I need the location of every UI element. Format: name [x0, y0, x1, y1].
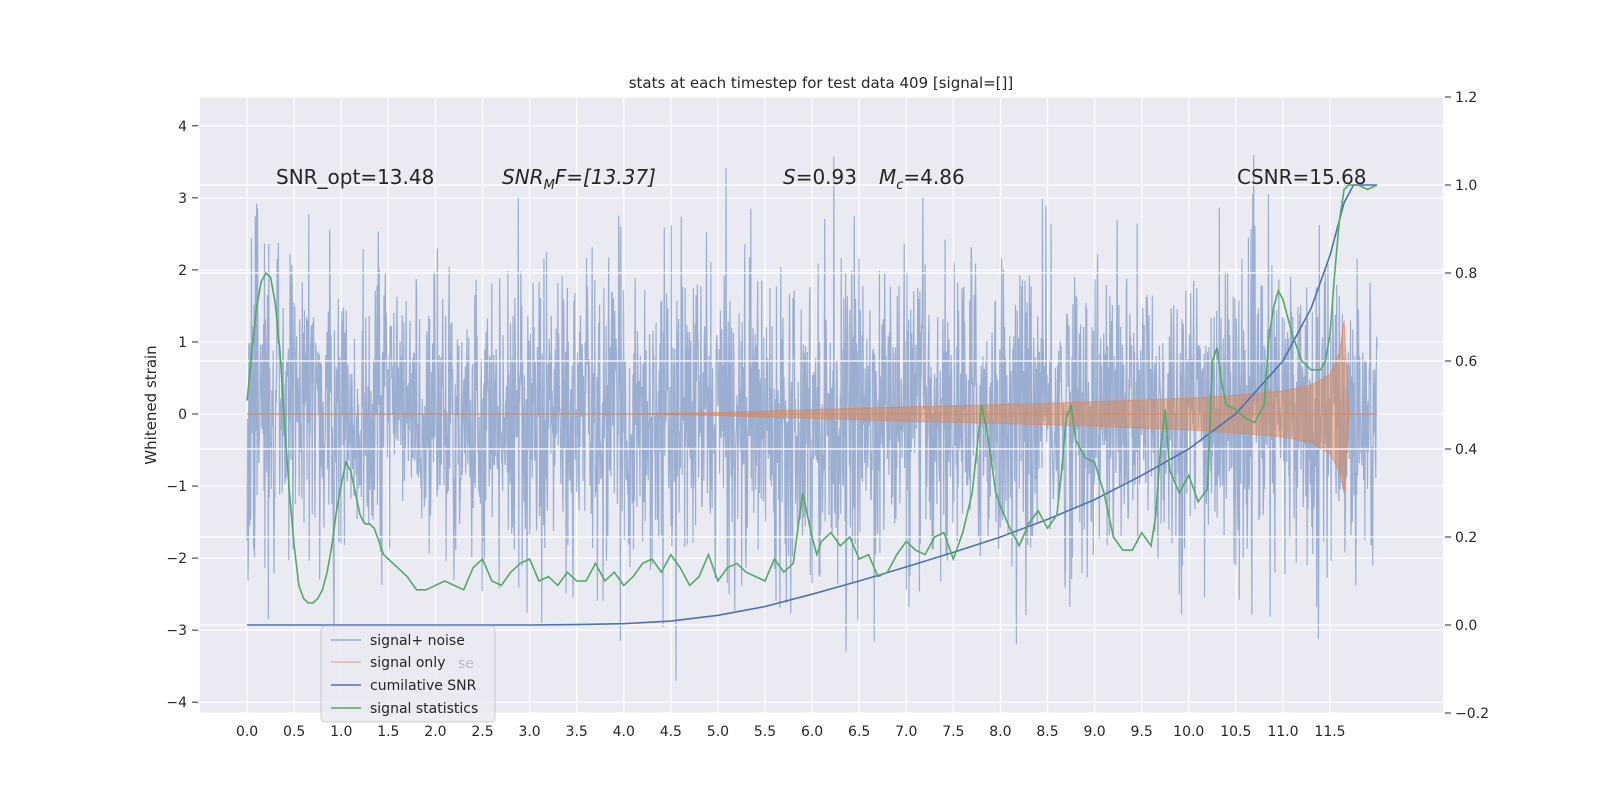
right-y-tick-label: 0.2 — [1455, 530, 1477, 546]
legend-box — [320, 625, 496, 723]
x-tick-label: 10.5 — [1220, 724, 1251, 740]
y-tick-label: 1 — [178, 335, 187, 351]
signal-statistics-series — [246, 184, 1378, 604]
chart-title: stats at each timestep for test data 409… — [629, 74, 1014, 92]
legend-label-signal-only: signal only — [370, 655, 445, 671]
x-tick-label: 0.0 — [236, 724, 258, 740]
right-y-tick-label: 0.0 — [1455, 618, 1477, 634]
right-y-tick-label: 1.0 — [1455, 178, 1477, 194]
x-tick-label: 7.0 — [895, 724, 917, 740]
x-tick-label: 1.0 — [330, 724, 352, 740]
legend-ghost-text: se — [458, 656, 474, 672]
x-tick-label: 3.0 — [518, 724, 540, 740]
x-tick-label: 7.5 — [942, 724, 964, 740]
signal-only-series — [246, 320, 1378, 494]
x-tick-label: 5.5 — [754, 724, 776, 740]
y-tick-label: −2 — [166, 551, 187, 567]
s-value: =0.93 — [796, 165, 857, 189]
cumulative-snr-line — [247, 184, 1378, 626]
mc-value: =4.86 — [903, 165, 964, 189]
y-tick-label: 4 — [178, 119, 187, 135]
right-y-tick-label: 0.4 — [1455, 442, 1477, 458]
x-axis-ticks: 0.0 0.5 1.0 1.5 2.0 2.5 3.0 3.5 4.0 4.5 5.0 5.5 6.0 6… — [236, 724, 1346, 740]
mc-name: M — [879, 165, 896, 189]
x-tick-label: 2.5 — [471, 724, 493, 740]
y-tick-label: −4 — [166, 695, 187, 711]
x-tick-label: 6.0 — [801, 724, 823, 740]
x-tick-label: 4.0 — [613, 724, 635, 740]
legend-label-signal-statistics: signal statistics — [370, 701, 478, 717]
legend: se signal+ noise signal only cumilative … — [320, 625, 496, 723]
x-tick-label: 3.5 — [566, 724, 588, 740]
x-tick-label: 8.0 — [989, 724, 1011, 740]
x-tick-label: 5.0 — [707, 724, 729, 740]
y-tick-label: −3 — [166, 623, 187, 639]
legend-label-signal-noise: signal+ noise — [370, 633, 465, 649]
y-tick-label: −1 — [166, 479, 187, 495]
y-tick-label: 3 — [178, 191, 187, 207]
right-y-tick-label: 0.6 — [1455, 354, 1477, 370]
y-axis-label: Whitened strain — [142, 345, 160, 464]
snr-mf-name: SNR — [502, 165, 544, 189]
x-tick-label: 4.5 — [660, 724, 682, 740]
mc-subscript: c — [896, 178, 903, 193]
x-tick-label: 0.5 — [283, 724, 305, 740]
x-tick-label: 11.0 — [1267, 724, 1298, 740]
y-tick-label: 2 — [178, 263, 187, 279]
snr-mf-subscript: M — [544, 178, 555, 193]
x-tick-label: 9.0 — [1083, 724, 1105, 740]
x-tick-label: 11.5 — [1314, 724, 1345, 740]
annotation-snr-opt: SNR_opt=13.48 — [276, 165, 434, 189]
s-name: S — [783, 165, 796, 189]
annotation-snr-mf: SNRMF=[13.37] — [502, 165, 656, 193]
right-y-tick-label: 1.2 — [1455, 90, 1477, 106]
legend-label-cumulative-snr: cumilative SNR — [370, 678, 477, 694]
right-y-axis-ticks: 1.2 1.0 0.8 0.6 0.4 0.2 0.0 −0.2 — [1445, 90, 1489, 722]
snr-mf-f: F=[13.37] — [555, 165, 656, 189]
annotation-csnr: CSNR=15.68 — [1237, 165, 1367, 189]
annotation-mc-value: Mc=4.86 — [879, 165, 965, 193]
right-y-tick-label: −0.2 — [1455, 706, 1489, 722]
annotation-s-value: S=0.93 — [783, 165, 857, 189]
right-y-tick-label: 0.8 — [1455, 266, 1477, 282]
x-tick-label: 2.0 — [424, 724, 446, 740]
y-tick-label: 0 — [178, 407, 187, 423]
x-tick-label: 8.5 — [1036, 724, 1058, 740]
y-axis-ticks: 4 3 2 1 0 −1 −2 −3 −4 — [166, 119, 198, 711]
x-tick-label: 6.5 — [848, 724, 870, 740]
cumulative-snr-series — [247, 184, 1378, 626]
x-tick-label: 10.0 — [1173, 724, 1204, 740]
x-tick-label: 9.5 — [1131, 724, 1153, 740]
x-tick-label: 1.5 — [377, 724, 399, 740]
signal-statistics-line — [246, 184, 1378, 604]
